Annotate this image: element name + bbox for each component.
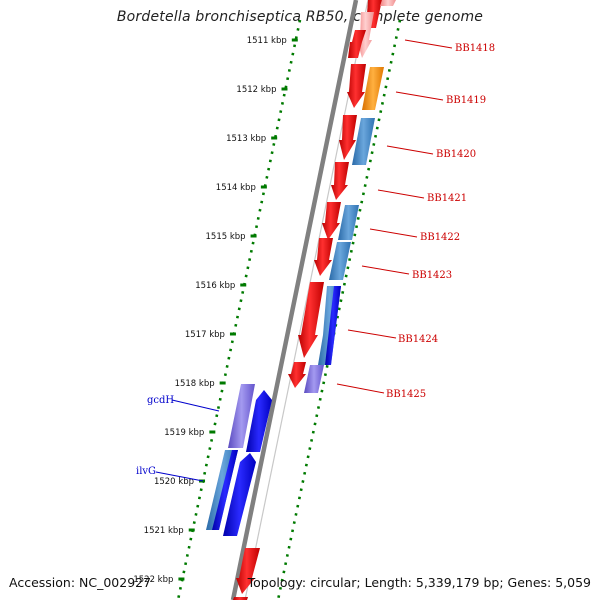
scale-tick-label: 1518 kbp bbox=[175, 379, 215, 389]
gene-bb1423-red[interactable] bbox=[314, 238, 333, 276]
gene-bb1424-red[interactable] bbox=[298, 282, 324, 358]
label-bb1419[interactable]: BB1419 bbox=[446, 95, 486, 106]
genome-summary-text: Topology: circular; Length: 5,339,179 bp… bbox=[247, 575, 591, 590]
gene-bb1422-red[interactable] bbox=[322, 202, 341, 240]
gene-ilvg-steel[interactable] bbox=[206, 450, 238, 530]
gene-bb1424-blue[interactable] bbox=[318, 286, 341, 365]
leader-bb1423 bbox=[361, 265, 410, 275]
scale-tick-label: 1521 kbp bbox=[144, 526, 184, 536]
leader-bb1421 bbox=[377, 189, 425, 199]
leader-bb1424 bbox=[347, 329, 397, 339]
label-bb1425[interactable]: BB1425 bbox=[386, 389, 426, 400]
gene-gcdh-blue[interactable] bbox=[246, 390, 272, 452]
scale-ticks: 1511 kbp 1512 kbp 1513 kbp 1514 kbp 1515 kbp… bbox=[133, 36, 298, 585]
gene-bb1419-orange[interactable] bbox=[362, 67, 384, 110]
gene-bb1420-blue[interactable] bbox=[352, 118, 375, 165]
scale-tick-label: 1513 kbp bbox=[226, 134, 266, 144]
scale-tick-label: 1520 kbp bbox=[154, 477, 194, 487]
leader-bb1419 bbox=[395, 91, 444, 101]
gene-bb1425-purple[interactable] bbox=[304, 365, 324, 393]
map-title: Bordetella bronchiseptica RB50, complete… bbox=[116, 9, 484, 25]
scale-tick-label: 1517 kbp bbox=[185, 330, 225, 340]
genome-backbone bbox=[230, 0, 359, 600]
accession-text: Accession: NC_002927 bbox=[9, 575, 152, 590]
scale-tick-label: 1514 kbp bbox=[216, 183, 256, 193]
gene-bb1418[interactable] bbox=[348, 12, 374, 58]
leader-bb1418 bbox=[404, 39, 453, 49]
gene-bb1422-blue[interactable] bbox=[338, 205, 359, 240]
leader-bb1420 bbox=[386, 145, 434, 155]
gene-gcdh[interactable] bbox=[228, 384, 255, 448]
label-bb1420[interactable]: BB1420 bbox=[436, 149, 476, 160]
leader-gcdh bbox=[171, 399, 220, 412]
scale-tick-label: 1512 kbp bbox=[236, 85, 276, 95]
label-bb1423[interactable]: BB1423 bbox=[412, 270, 452, 281]
leader-bb1422 bbox=[369, 228, 418, 238]
gene-bb1423-blue[interactable] bbox=[329, 242, 351, 280]
label-bb1421[interactable]: BB1421 bbox=[427, 193, 467, 204]
gene-ilvg-blue[interactable] bbox=[223, 453, 256, 536]
scale-tick-label: 1511 kbp bbox=[247, 36, 287, 46]
leader-bb1425 bbox=[336, 383, 385, 394]
gene-bb1419-red[interactable] bbox=[347, 64, 366, 108]
leader-ilvg bbox=[155, 471, 204, 482]
scale-tick-label: 1519 kbp bbox=[164, 428, 204, 438]
scale-tick-label: 1516 kbp bbox=[195, 281, 235, 291]
gene-bb1420-red[interactable] bbox=[339, 115, 357, 160]
outer-track-border-right bbox=[276, 19, 402, 600]
gene-bottom-red[interactable] bbox=[233, 548, 260, 600]
label-ilvg[interactable]: ilvG bbox=[136, 466, 156, 477]
label-gcdh[interactable]: gcdH bbox=[147, 395, 174, 406]
outer-track-border-left bbox=[176, 19, 302, 600]
scale-tick-label: 1522 kbp bbox=[133, 575, 173, 585]
label-bb1418[interactable]: BB1418 bbox=[455, 43, 495, 54]
scale-tick-label: 1515 kbp bbox=[206, 232, 246, 242]
label-bb1424[interactable]: BB1424 bbox=[398, 334, 438, 345]
gene-bb1425-red[interactable] bbox=[288, 362, 306, 388]
label-bb1422[interactable]: BB1422 bbox=[420, 232, 460, 243]
gene-bb1421[interactable] bbox=[331, 162, 349, 200]
